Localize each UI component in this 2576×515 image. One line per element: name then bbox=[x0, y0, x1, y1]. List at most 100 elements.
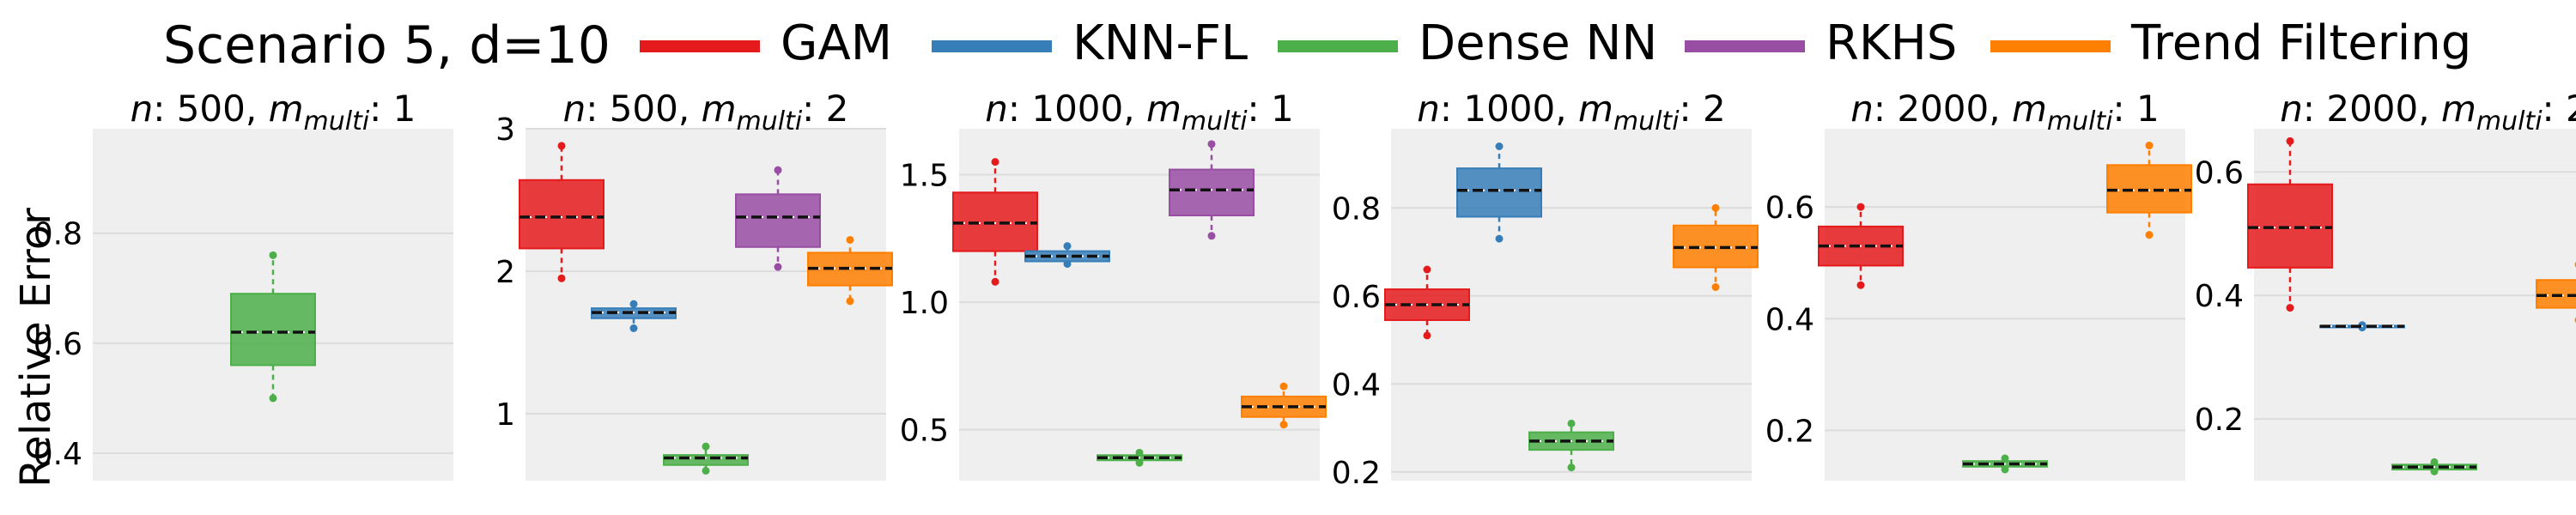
box-trend-filtering bbox=[807, 235, 893, 306]
title-m-symbol: m bbox=[702, 88, 737, 130]
panel-title: n: 500, mmulti: 2 bbox=[563, 88, 849, 136]
whisker-cap-low bbox=[702, 466, 710, 475]
chart-panel: 0.2 0.4 0.6 0.8 n: 1000, mmulti: 2 bbox=[1332, 88, 1759, 491]
plot-area bbox=[959, 129, 1320, 481]
chart-panel: 0.2 0.4 0.6 n: 2000, mmulti: 2 bbox=[2195, 88, 2576, 481]
title-m-subscript: multi bbox=[737, 106, 803, 136]
whisker-cap-low bbox=[269, 394, 277, 403]
whisker-cap-low bbox=[1711, 283, 1720, 291]
y-tick-label: 0.4 bbox=[1765, 302, 1814, 337]
panel-title: n: 2000, mmulti: 1 bbox=[1850, 88, 2160, 136]
title-m-value: : 2 bbox=[2543, 88, 2576, 130]
y-tick-label: 0.2 bbox=[2195, 403, 2244, 438]
legend-label-knn-fl: KNN-FL bbox=[1072, 15, 1249, 71]
whisker-cap-low bbox=[1423, 331, 1431, 340]
legend-swatch-rkhs bbox=[1685, 40, 1805, 52]
title-n-value: : 500, bbox=[153, 88, 268, 130]
y-axis-label: Relative Error bbox=[12, 208, 60, 488]
y-tick-label: 0.8 bbox=[33, 217, 82, 252]
figure-legend: Scenario 5, d=10 GAM KNN-FL Dense NN RKH… bbox=[0, 0, 2576, 94]
legend-label-gam: GAM bbox=[781, 15, 893, 71]
chart-panel: 0.4 0.6 0.8 n: 500, mmulti: 1 bbox=[33, 88, 453, 481]
title-n-value: : 2000, bbox=[1874, 88, 2012, 130]
legend-label-trend-filtering: Trend Filtering bbox=[2131, 15, 2472, 71]
plot-area bbox=[2254, 129, 2576, 481]
box-rkhs bbox=[1169, 140, 1255, 240]
chart-panel: 1 2 3 n: 500, mmulti: 2 bbox=[495, 88, 893, 481]
box-trend-filtering bbox=[1241, 382, 1327, 429]
title-m-value: : 2 bbox=[802, 88, 848, 130]
whisker-cap-high bbox=[1423, 265, 1431, 274]
panel-title: n: 1000, mmulti: 2 bbox=[1417, 88, 1726, 136]
title-m-value: : 2 bbox=[1680, 88, 1726, 130]
chart-panel: 0.5 1.0 1.5 n: 1000, mmulti: 1 bbox=[900, 88, 1327, 481]
whisker-cap-low bbox=[1567, 464, 1576, 472]
y-tick-label: 0.4 bbox=[1332, 367, 1381, 403]
legend-label-dense-nn: Dense NN bbox=[1419, 15, 1658, 71]
title-n-value: : 1000, bbox=[1440, 88, 1578, 130]
whisker-cap-low bbox=[629, 324, 638, 332]
box-dense-nn bbox=[663, 442, 749, 475]
title-n-symbol: n bbox=[563, 88, 586, 130]
box-gam bbox=[1818, 203, 1904, 289]
whisker-cap-low bbox=[557, 274, 566, 282]
box-knn-fl bbox=[1024, 242, 1110, 268]
whisker-cap-low bbox=[991, 277, 999, 286]
whisker-cap-high bbox=[774, 166, 782, 174]
whisker-cap-high bbox=[1207, 140, 1216, 148]
whisker-cap-low bbox=[2286, 304, 2294, 312]
box-knn-fl bbox=[591, 300, 677, 332]
y-tick-label: 1 bbox=[495, 397, 515, 433]
legend-swatch-gam bbox=[640, 40, 760, 52]
title-m-subscript: multi bbox=[304, 106, 370, 136]
whisker-cap-high bbox=[1495, 142, 1504, 150]
box-dense-nn bbox=[1097, 448, 1182, 467]
whisker-cap-low bbox=[774, 263, 782, 271]
title-m-symbol: m bbox=[2441, 88, 2476, 130]
box-body bbox=[1456, 167, 1542, 218]
whisker-cap-high bbox=[1711, 203, 1720, 212]
title-n-symbol: n bbox=[1417, 88, 1440, 130]
box-gam bbox=[952, 158, 1038, 286]
chart-panel: 0.2 0.4 0.6 n: 2000, mmulti: 1 bbox=[1765, 88, 2192, 481]
legend-swatch-trend-filtering bbox=[1990, 40, 2111, 52]
whisker-cap-high bbox=[846, 235, 854, 244]
title-m-symbol: m bbox=[269, 88, 304, 130]
y-tick-label: 3 bbox=[495, 112, 515, 148]
title-m-value: : 1 bbox=[1248, 88, 1294, 130]
legend-swatch-dense-nn bbox=[1278, 40, 1398, 52]
panel-title: n: 2000, mmulti: 2 bbox=[2280, 88, 2576, 136]
whisker-cap-high bbox=[2286, 136, 2294, 145]
whisker-cap-low bbox=[1207, 232, 1216, 240]
legend-label-rkhs: RKHS bbox=[1826, 15, 1958, 71]
title-m-subscript: multi bbox=[2476, 106, 2543, 136]
box-dense-nn bbox=[230, 251, 316, 403]
title-n-symbol: n bbox=[131, 88, 154, 130]
whisker-cap-high bbox=[1063, 242, 1072, 251]
box-body bbox=[230, 293, 316, 367]
box-body bbox=[663, 454, 749, 466]
title-m-value: : 1 bbox=[369, 88, 416, 130]
box-dense-nn bbox=[1528, 419, 1614, 472]
title-m-subscript: multi bbox=[1613, 106, 1680, 136]
y-tick-label: 0.4 bbox=[2195, 279, 2244, 314]
title-n-value: : 2000, bbox=[2303, 88, 2441, 130]
y-tick-label: 2 bbox=[495, 255, 515, 290]
whisker-cap-low bbox=[1856, 281, 1865, 289]
panel-title: n: 500, mmulti: 1 bbox=[131, 88, 416, 136]
y-tick-label: 0.2 bbox=[1332, 456, 1381, 491]
whisker-cap-low bbox=[2001, 465, 2009, 474]
box-gam bbox=[2247, 136, 2333, 312]
whisker-cap-low bbox=[2145, 231, 2154, 239]
title-m-subscript: multi bbox=[1182, 106, 1248, 136]
box-gam bbox=[519, 142, 605, 282]
whisker-cap-low bbox=[846, 297, 854, 306]
box-knn-fl bbox=[2319, 321, 2405, 332]
whisker-cap-high bbox=[557, 142, 566, 150]
box-dense-nn bbox=[1962, 454, 2048, 474]
whisker-cap-low bbox=[1279, 421, 1288, 429]
title-n-symbol: n bbox=[1850, 88, 1874, 130]
title-m-symbol: m bbox=[1578, 88, 1613, 130]
whisker-cap-high bbox=[629, 300, 638, 308]
whisker-cap-high bbox=[702, 442, 710, 451]
